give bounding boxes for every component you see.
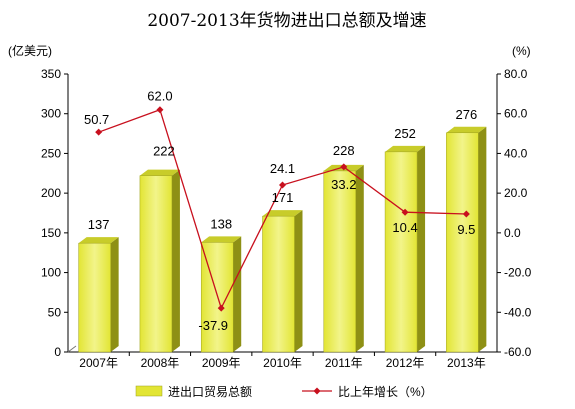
- bar-value-label: 228: [333, 143, 355, 158]
- bar-side: [355, 164, 364, 352]
- bar-value-label: 276: [456, 107, 478, 122]
- bar: [446, 132, 479, 353]
- left-tick-label: 100: [41, 266, 61, 280]
- bar-top: [262, 210, 303, 217]
- legend-bar-swatch: [135, 385, 163, 397]
- growth-point: [462, 210, 470, 218]
- growth-point: [279, 181, 286, 189]
- bar: [139, 175, 173, 353]
- bar-value-label: 171: [272, 190, 294, 205]
- x-tick-label: 2011年: [325, 356, 363, 370]
- bar: [262, 215, 295, 353]
- plot-area: 0 50 100 150 200 250 300 350 -60.0 -40.0 -20.0 0.0 2…: [41, 67, 532, 370]
- growth-point: [95, 128, 103, 136]
- bar-top: [201, 236, 242, 243]
- bar-side: [478, 126, 487, 352]
- growth-value-label: 10.4: [392, 220, 417, 235]
- growth-point: [340, 163, 348, 171]
- growth-point: [401, 208, 409, 216]
- legend-line-label: 比上年增长（%）: [338, 385, 433, 399]
- legend-bar-label: 进出口贸易总额: [168, 385, 252, 399]
- growth-value-label: 24.1: [270, 161, 295, 176]
- bar-value-label: 137: [88, 217, 110, 232]
- left-axis-unit: (亿美元): [8, 43, 52, 58]
- growth-value-label: 62.0: [147, 89, 172, 104]
- growth-value-label: -37.9: [198, 318, 228, 333]
- x-tick-label: 2009年: [202, 356, 241, 370]
- right-tick-label: -20.0: [504, 266, 532, 280]
- x-tick-label: 2012年: [386, 356, 425, 370]
- legend: 进出口贸易总额 比上年增长（%）: [135, 385, 433, 399]
- left-tick-label: 350: [41, 67, 61, 81]
- right-axis-unit: (%): [512, 44, 531, 58]
- bar-side: [417, 145, 426, 352]
- right-tick-label: 60.0: [504, 107, 528, 121]
- left-tick-label: 250: [41, 146, 61, 160]
- bar-top: [78, 237, 119, 244]
- right-tick-label: -40.0: [504, 305, 532, 319]
- x-tick-label: 2013年: [447, 356, 486, 370]
- bar: [323, 170, 357, 353]
- x-tick-label: 2010年: [263, 356, 302, 370]
- bar: [78, 242, 111, 353]
- bar-top: [385, 145, 426, 152]
- growth-value-label: 50.7: [84, 112, 109, 127]
- bar-side: [294, 210, 303, 352]
- right-tick-label: 0.0: [504, 226, 521, 240]
- right-tick-label: 80.0: [504, 67, 528, 81]
- growth-value-label: 33.2: [331, 177, 356, 192]
- bar-value-label: 222: [153, 144, 175, 159]
- bar-top: [446, 126, 487, 133]
- growth-value-label: 9.5: [457, 222, 475, 237]
- growth-point: [156, 106, 164, 114]
- right-tick-label: 40.0: [504, 146, 528, 160]
- right-tick-label: 20.0: [504, 186, 528, 200]
- left-tick-label: 300: [41, 107, 61, 121]
- bar-value-label: 252: [394, 126, 416, 141]
- bar-side: [110, 237, 119, 352]
- left-tick-label: 0: [54, 345, 61, 359]
- left-tick-label: 50: [48, 305, 62, 319]
- floor-edge: [67, 345, 77, 353]
- bar-side: [171, 169, 180, 352]
- x-tick-label: 2007年: [79, 356, 118, 370]
- bar-top: [139, 169, 180, 176]
- left-tick-label: 200: [41, 186, 61, 200]
- bar: [384, 151, 418, 353]
- right-tick-label: -60.0: [504, 345, 532, 359]
- left-tick-label: 150: [41, 226, 61, 240]
- legend-line-marker: [313, 387, 321, 395]
- chart-title: 2007-2013年货物进出口总额及增速: [147, 11, 426, 31]
- bar-side: [233, 236, 242, 352]
- bar-value-label: 138: [210, 216, 232, 231]
- growth-point: [217, 304, 225, 312]
- x-tick-label: 2008年: [141, 356, 180, 370]
